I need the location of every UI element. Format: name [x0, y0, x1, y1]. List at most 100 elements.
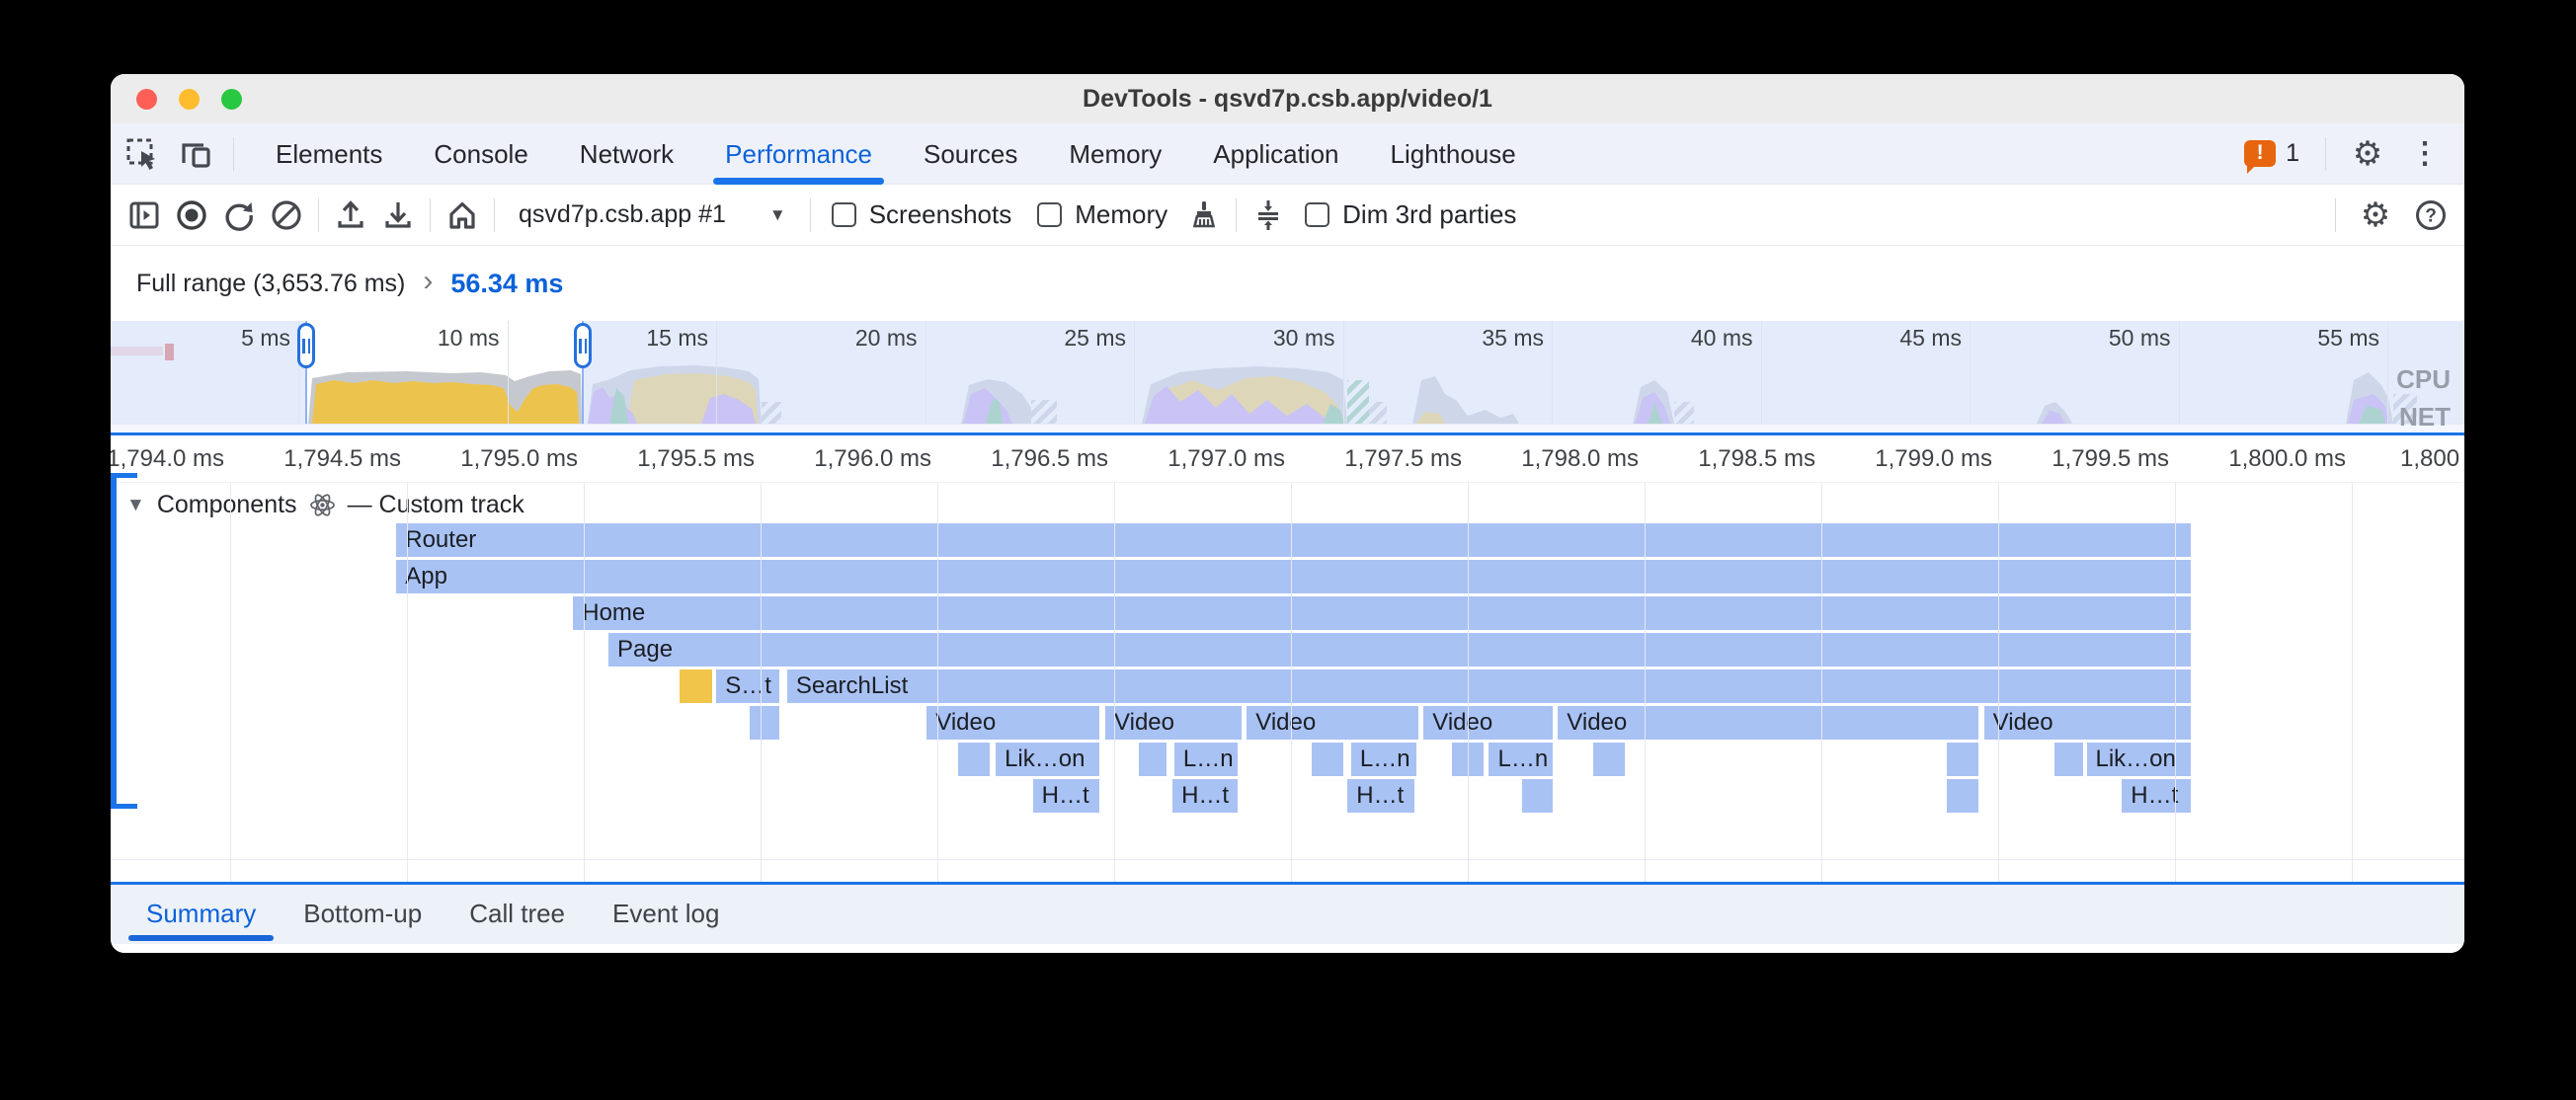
divider — [318, 197, 319, 232]
device-toolbar-icon — [182, 142, 210, 168]
flame-bar-page[interactable]: Page — [608, 633, 2191, 667]
flame-bar-lik-on[interactable]: Lik…on — [996, 743, 1100, 776]
flame-bar-frame[interactable] — [1451, 743, 1484, 776]
flame-bar-frame[interactable] — [750, 706, 780, 740]
issues-badge[interactable]: ! 1 — [2236, 139, 2307, 174]
maximize-window-button[interactable] — [221, 89, 242, 110]
traffic-lights — [136, 89, 242, 110]
tab-memory[interactable]: Memory — [1069, 138, 1163, 169]
record-button[interactable] — [168, 192, 215, 239]
save-profile-button[interactable] — [374, 192, 422, 239]
load-profile-button[interactable] — [327, 192, 374, 239]
tab-lighthouse[interactable]: Lighthouse — [1390, 138, 1516, 169]
flame-bar-frame[interactable] — [1593, 743, 1626, 776]
flame-bar-s-t[interactable]: S…t — [716, 669, 780, 703]
ruler-label: 1,795.5 ms — [637, 445, 755, 472]
tab-application[interactable]: Application — [1213, 138, 1339, 169]
clear-button[interactable] — [263, 192, 310, 239]
overview-tick-label: 15 ms — [646, 325, 708, 351]
ruler-label: 1,798.0 ms — [1521, 445, 1639, 472]
flame-bar-searchlist[interactable]: SearchList — [786, 669, 2191, 703]
flame-bar-home[interactable]: Home — [573, 596, 2191, 630]
flame-bar-h-t[interactable]: H…t — [1172, 779, 1239, 813]
tab-elements[interactable]: Elements — [276, 138, 383, 169]
memory-checkbox[interactable]: Memory — [1037, 199, 1167, 230]
flame-bar-l-n[interactable]: L…n — [1173, 743, 1239, 776]
checkbox-box[interactable] — [1305, 202, 1330, 227]
overview-handle-right[interactable] — [574, 323, 592, 368]
divider — [1236, 197, 1238, 232]
track-subtitle: — Custom track — [347, 491, 524, 518]
tab-sources[interactable]: Sources — [924, 138, 1018, 169]
checkbox-box[interactable] — [1037, 202, 1063, 227]
range-breadcrumbs: Full range (3,653.76 ms) › 56.34 ms — [111, 246, 2464, 321]
ruler-label: 1,795.0 ms — [460, 445, 578, 472]
overview-tick-label: 55 ms — [2317, 325, 2379, 351]
flame-bar-video[interactable]: Video — [1247, 706, 1418, 740]
flame-bar-video[interactable]: Video — [1105, 706, 1242, 740]
flame-bar-video[interactable]: Video — [1423, 706, 1553, 740]
kebab-icon: ⋮ — [2410, 136, 2440, 170]
collect-garbage-button[interactable] — [1180, 192, 1228, 239]
details-tab-event-log[interactable]: Event log — [612, 899, 720, 928]
details-tab-summary[interactable]: Summary — [122, 886, 280, 941]
minimize-window-button[interactable] — [179, 89, 200, 110]
performance-toolbar: qsvd7p.csb.app #1 ▼ Screenshots Memory — [111, 185, 2464, 246]
help-button[interactable]: ? — [2407, 192, 2455, 239]
device-toolbar-button[interactable] — [172, 130, 219, 178]
flame-bar-frame[interactable] — [1947, 743, 1979, 776]
flame-bar-frame[interactable] — [958, 743, 991, 776]
overview-handle-left[interactable] — [297, 323, 315, 368]
checkbox-box[interactable] — [831, 202, 856, 227]
flame-bar-h-t[interactable]: H…t — [1032, 779, 1100, 813]
collapse-tracks-button[interactable] — [1245, 192, 1292, 239]
tab-console[interactable]: Console — [434, 138, 528, 169]
flame-bar-frame[interactable] — [1947, 779, 1979, 813]
toggle-sidebar-button[interactable] — [121, 192, 168, 239]
flame-bar-l-n[interactable]: L…n — [1350, 743, 1416, 776]
flame-bar-frame[interactable] — [1139, 743, 1167, 776]
timeline-overview[interactable]: CPU NET 5 ms 10 ms 15 ms 20 ms 25 ms 30 ms 35 … — [111, 321, 2464, 435]
flame-bar-lik-on[interactable]: Lik…on — [2086, 743, 2191, 776]
close-window-button[interactable] — [136, 89, 157, 110]
flame-bar-l-n[interactable]: L…n — [1489, 743, 1553, 776]
flame-chart-area[interactable]: ▼ Components — Custom track Router App Hom… — [111, 483, 2464, 882]
target-selector[interactable]: qsvd7p.csb.app #1 ▼ — [503, 200, 802, 229]
tab-network[interactable]: Network — [579, 138, 675, 169]
settings-button[interactable]: ⚙ — [2344, 130, 2391, 178]
flame-bar-frame[interactable] — [1522, 779, 1553, 813]
flame-bar-frame[interactable] — [679, 669, 713, 703]
overview-tick-label: 10 ms — [437, 325, 500, 351]
ruler-label: 1,800 — [2400, 445, 2460, 472]
flame-bar-h-t[interactable]: H…t — [2122, 779, 2191, 813]
track-header[interactable]: ▼ Components — Custom track — [126, 491, 524, 519]
record-and-reload-button[interactable] — [215, 192, 263, 239]
flame-bar-app[interactable]: App — [396, 560, 2191, 593]
flame-bar-video[interactable]: Video — [1558, 706, 1979, 740]
tabbar-right-group: ! 1 ⚙ ⋮ — [2236, 130, 2464, 178]
more-options-button[interactable]: ⋮ — [2401, 130, 2449, 178]
breadcrumb-selection[interactable]: 56.34 ms — [450, 268, 564, 298]
details-tab-bottom-up[interactable]: Bottom-up — [303, 899, 423, 928]
flame-bar-frame[interactable] — [1312, 743, 1344, 776]
breadcrumb-full-range[interactable]: Full range (3,653.76 ms) — [136, 269, 406, 297]
net-track-label: NET — [2399, 402, 2451, 432]
screenshots-checkbox[interactable]: Screenshots — [831, 199, 1011, 230]
flame-bar-h-t[interactable]: H…t — [1347, 779, 1415, 813]
capture-settings-button[interactable]: ⚙ — [2352, 192, 2399, 239]
collapse-track-icon[interactable]: ▼ — [126, 494, 145, 515]
details-tab-call-tree[interactable]: Call tree — [469, 899, 566, 928]
flame-bar-frame[interactable] — [2054, 743, 2083, 776]
dim-3rd-parties-checkbox[interactable]: Dim 3rd parties — [1305, 199, 1516, 230]
flame-bar-router[interactable]: Router — [396, 523, 2191, 557]
gear-icon: ⚙ — [2352, 134, 2383, 173]
live-metrics-button[interactable] — [439, 192, 486, 239]
track-selection-bracket[interactable] — [111, 473, 137, 809]
overview-gridline — [507, 321, 509, 424]
tab-performance[interactable]: Performance — [699, 123, 898, 185]
inspect-element-button[interactable] — [119, 130, 166, 178]
flame-bar-video[interactable]: Video — [926, 706, 1100, 740]
flame-bar-video[interactable]: Video — [1983, 706, 2191, 740]
flame-gridline — [407, 483, 408, 882]
flame-gridline — [584, 483, 585, 882]
